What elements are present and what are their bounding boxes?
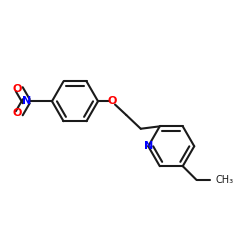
Text: O: O (12, 84, 22, 94)
Text: O: O (107, 96, 117, 106)
Text: O: O (12, 108, 22, 118)
Text: N: N (144, 141, 153, 151)
Text: CH₃: CH₃ (216, 175, 234, 185)
Text: N: N (22, 96, 31, 106)
